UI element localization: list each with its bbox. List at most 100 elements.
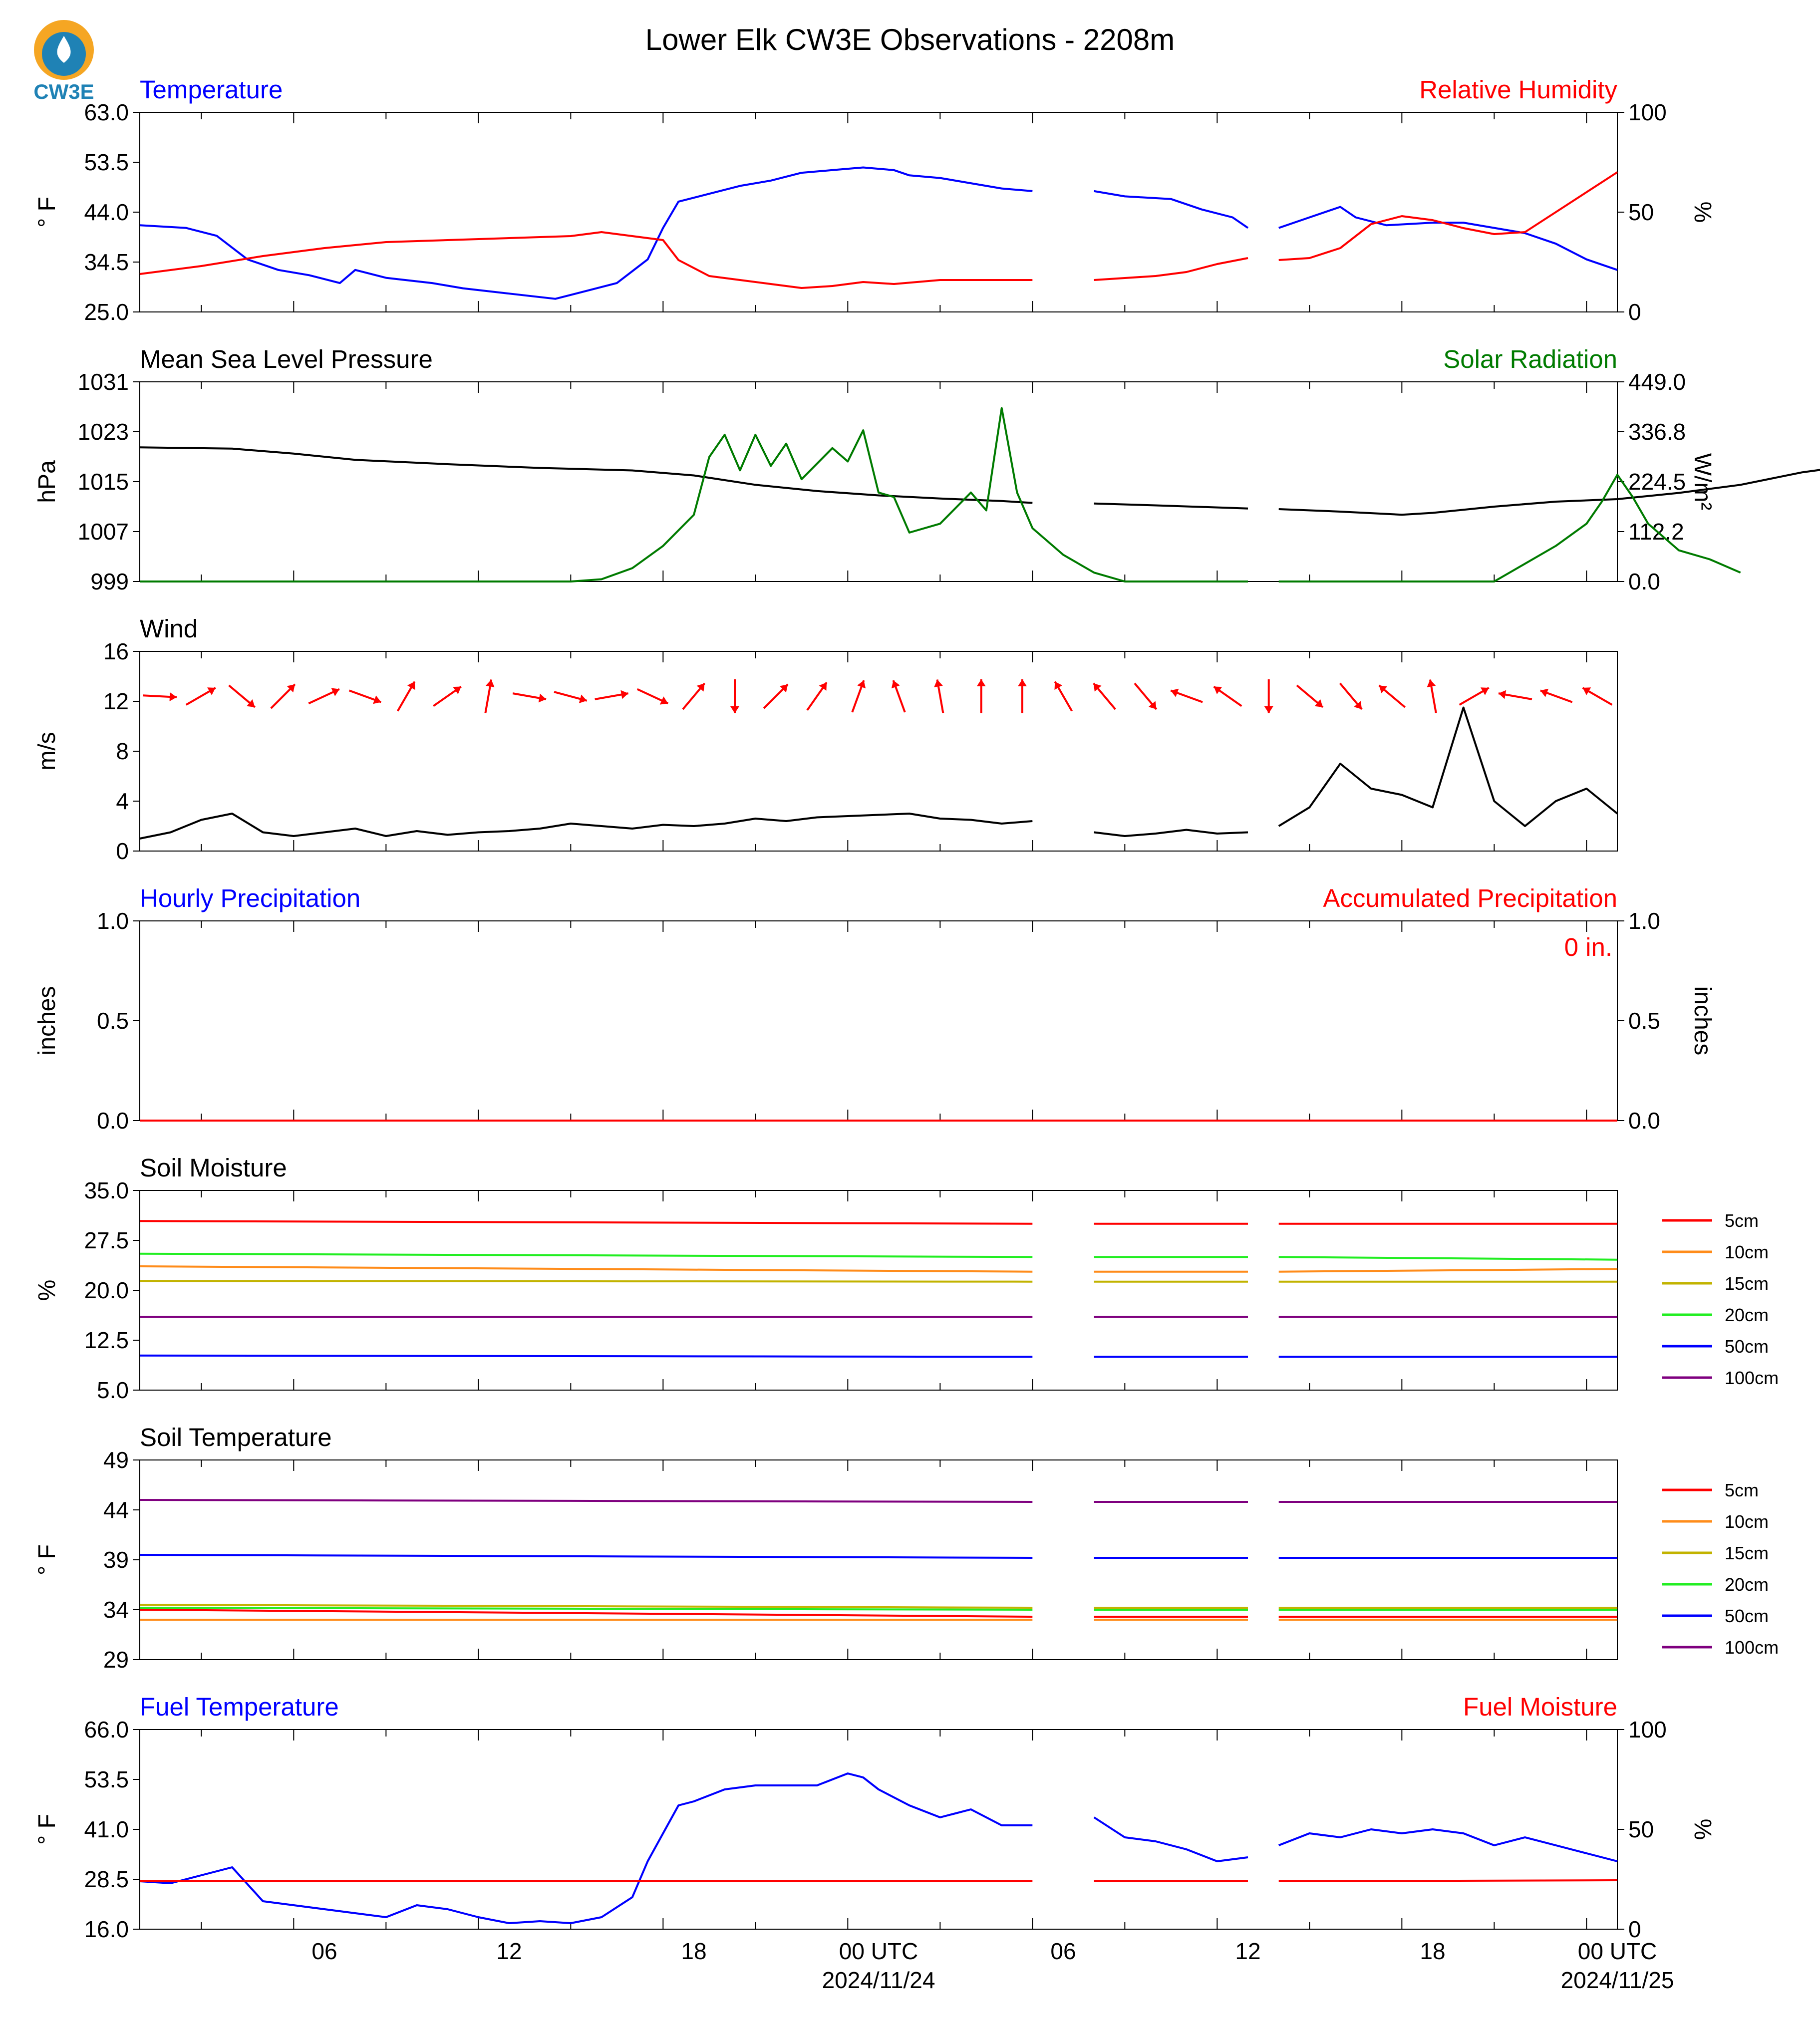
- series-line-20cm: [139, 1252, 1618, 1261]
- y-tick-label: 49: [103, 1447, 129, 1473]
- wind-arrow-head: [247, 699, 255, 707]
- wind-arrow-head: [1582, 687, 1591, 695]
- y2-tick-label: 100: [1628, 1717, 1667, 1742]
- y-tick-label: 5.0: [97, 1377, 129, 1403]
- wind-arrow-head: [453, 686, 461, 694]
- y-tick-label: 53.5: [84, 149, 129, 175]
- plot-frame: [139, 1459, 1618, 1660]
- wind-arrow-head: [1171, 688, 1179, 697]
- y2-tick-label: 449.0: [1628, 369, 1686, 395]
- panel-wind: Wind 16 12 8 4 0 m/s: [34, 614, 1618, 864]
- y-tick-label: 1031: [78, 369, 129, 395]
- wind-arrow-head: [207, 687, 216, 695]
- panel-left-label: Wind: [140, 614, 198, 643]
- y-tick-label: 44: [103, 1497, 129, 1523]
- wind-arrow-head: [1264, 706, 1273, 713]
- y-tick-label: 63.0: [84, 99, 129, 125]
- y-tick-label: 12.5: [84, 1327, 129, 1353]
- y-tick-label: 16.0: [84, 1916, 129, 1942]
- panel-left-label: Fuel Temperature: [140, 1693, 339, 1721]
- wind-arrow-head: [485, 679, 495, 687]
- y-tick-label: 1.0: [97, 908, 129, 934]
- y-tick-label: 29: [103, 1647, 129, 1673]
- x-axis-labels: 06 12 18 00 UTC 06 12 18 00 UTC 2024/11/24 2024/1…: [311, 1938, 1674, 1993]
- wind-arrow-head: [780, 684, 788, 693]
- x-date-label: 2024/11/24: [822, 1967, 935, 1993]
- y2-tick-label: 0.0: [1628, 569, 1660, 594]
- series-line-100cm: [139, 1499, 1617, 1503]
- panels: Temperature Relative Humidity 63.0 53.5 44.0…: [34, 75, 1820, 1942]
- figure-title: Lower Elk CW3E Observations - 2208m: [645, 23, 1175, 56]
- wind-arrow-head: [1379, 685, 1388, 694]
- series-line-10cm: [139, 1265, 1618, 1273]
- wind-arrow-head: [1498, 690, 1507, 699]
- series-line-wind: [139, 706, 1618, 840]
- legend-label: 5cm: [1725, 1480, 1759, 1500]
- y-tick-label: 44.0: [84, 199, 129, 225]
- wind-arrow-head: [1540, 688, 1548, 697]
- legend-label: 20cm: [1725, 1305, 1769, 1325]
- legend-label: 15cm: [1725, 1273, 1769, 1294]
- y2-tick-label: 0.5: [1628, 1008, 1660, 1034]
- y2-tick-label: 50: [1628, 1816, 1654, 1842]
- x-date-label: 2024/11/25: [1561, 1967, 1674, 1993]
- y-tick-label: 0.0: [97, 1108, 129, 1134]
- panel-fuel: Fuel Temperature Fuel Moisture 66.0 53.5 41.…: [34, 1693, 1716, 1942]
- wind-arrow-head: [730, 706, 739, 713]
- legend-label: 50cm: [1725, 1336, 1769, 1357]
- logo-drop-icon: [57, 36, 71, 63]
- x-tick-label: 06: [311, 1938, 337, 1964]
- wind-arrow-head: [1148, 701, 1157, 710]
- y-tick-label: 34.5: [84, 249, 129, 275]
- y-tick-label: 20.0: [84, 1277, 129, 1303]
- plot-frame: [139, 1190, 1618, 1391]
- x-tick-label: 00 UTC: [1578, 1938, 1657, 1964]
- series-line-20cm: [139, 1607, 1617, 1611]
- legend-label: 20cm: [1725, 1574, 1769, 1595]
- wind-arrow-head: [538, 693, 547, 703]
- wind-arrow-head: [891, 680, 900, 689]
- wind-arrow-head: [1213, 686, 1222, 694]
- panel-mslp_solar: Mean Sea Level Pressure Solar Radiation 10…: [34, 345, 1820, 594]
- y-tick-label: 1007: [78, 519, 129, 545]
- wind-arrow-head: [976, 679, 986, 686]
- series-line-5cm: [139, 1609, 1617, 1618]
- y-tick-label: 66.0: [84, 1717, 129, 1742]
- plot-frame: [139, 1729, 1618, 1930]
- series-line-fuel-temperature: [139, 1772, 1618, 1924]
- right-axis-unit: W/m²: [1689, 453, 1716, 511]
- y2-tick-label: 336.8: [1628, 419, 1686, 445]
- x-tick-label: 12: [1235, 1938, 1260, 1964]
- y2-tick-label: 0: [1628, 299, 1641, 325]
- plot-frame: [139, 381, 1618, 582]
- y2-tick-label: 50: [1628, 199, 1654, 225]
- series-line-5cm: [139, 1220, 1617, 1225]
- wind-arrow-head: [1354, 701, 1362, 710]
- y-tick-label: 25.0: [84, 299, 129, 325]
- legend-label: 100cm: [1725, 1637, 1779, 1658]
- x-tick-label: 18: [1420, 1938, 1445, 1964]
- plot-frame: [139, 651, 1618, 852]
- panel-left-label: Mean Sea Level Pressure: [140, 345, 433, 373]
- wind-arrow-head: [1093, 683, 1102, 692]
- panel-left-label: Hourly Precipitation: [140, 884, 360, 912]
- legend-label: 10cm: [1725, 1511, 1769, 1532]
- series-line-50cm: [139, 1354, 1617, 1358]
- wind-arrow-head: [620, 690, 628, 699]
- wind-arrow-head: [287, 684, 295, 693]
- y-tick-label: 12: [103, 688, 129, 714]
- wind-arrow-head: [579, 694, 587, 703]
- panel-right-label: Fuel Moisture: [1463, 1693, 1617, 1721]
- wind-arrow-head: [1427, 679, 1436, 687]
- accumulated-annotation: 0 in.: [1564, 933, 1612, 961]
- y-tick-label: 39: [103, 1547, 129, 1573]
- x-tick-label: 12: [496, 1938, 522, 1964]
- x-tick-label: 00 UTC: [839, 1938, 918, 1964]
- y-tick-label: 1023: [78, 419, 129, 445]
- wind-arrow-head: [373, 695, 381, 704]
- series-line-solar-radiation: [140, 407, 1741, 582]
- series-line-temperature: [139, 166, 1618, 300]
- wind-arrow-head: [169, 692, 177, 702]
- y-tick-label: 4: [116, 788, 129, 814]
